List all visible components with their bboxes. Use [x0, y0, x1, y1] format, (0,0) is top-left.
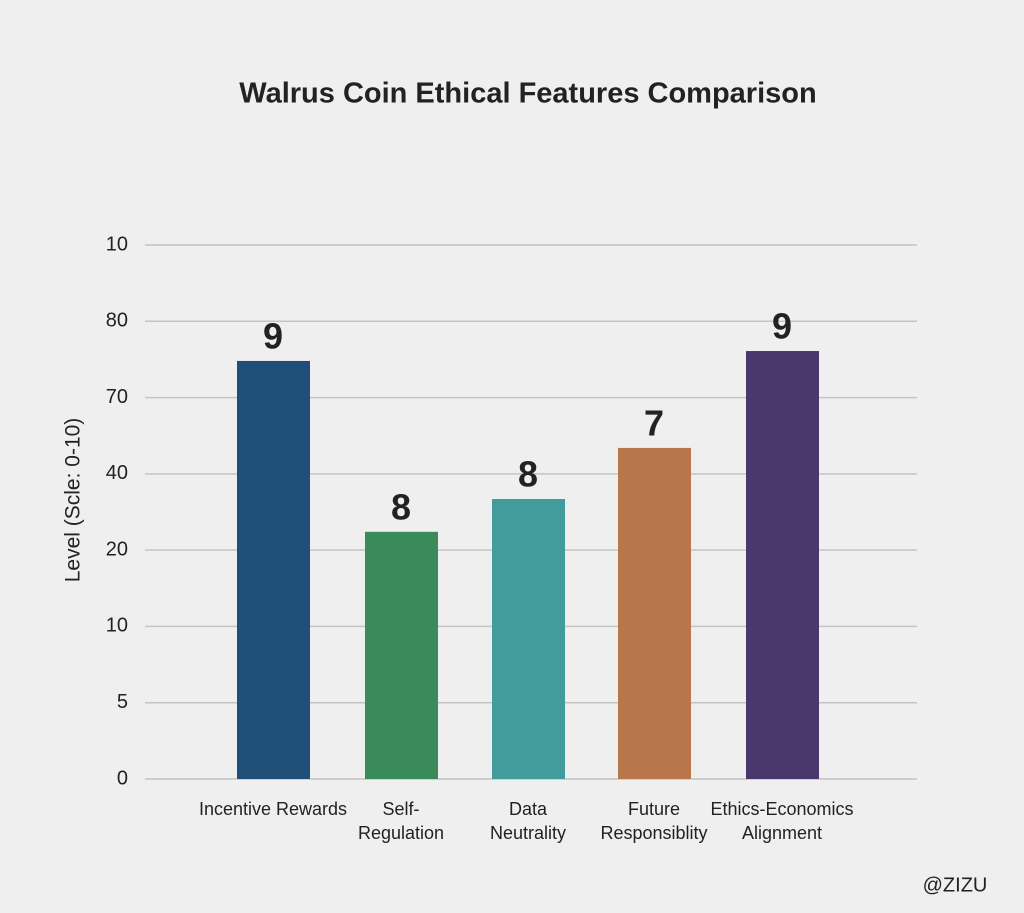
y-tick-label: 70: [106, 386, 128, 408]
bar: [492, 499, 565, 779]
x-tick-label: Ethics-Economics Alignment: [710, 799, 854, 843]
bar-annotation: 8: [391, 486, 411, 527]
chart-title: Walrus Coin Ethical Features Comparison: [239, 78, 816, 110]
bar-annotation: 8: [518, 454, 538, 495]
y-axis-label: Level (Scle: 0-10): [62, 418, 85, 583]
y-tick-label: 10: [106, 615, 128, 637]
y-tick-label: 0: [117, 767, 128, 789]
bar: [237, 360, 310, 779]
y-tick-label: 5: [117, 691, 128, 713]
bar: [365, 531, 438, 779]
bar: [746, 351, 819, 779]
x-tick-label: Data Neutrality: [489, 799, 567, 843]
bar-annotation: 7: [644, 402, 664, 443]
bar-annotation: 9: [772, 306, 792, 347]
y-tick-label: 20: [106, 538, 128, 560]
y-tick-label: 10: [106, 233, 128, 255]
y-tick-label: 80: [106, 310, 128, 332]
bar-annotation: 9: [263, 315, 283, 356]
x-tick-label: Incentive Rewards: [198, 799, 348, 819]
watermark: @ZIZU: [923, 874, 988, 896]
x-tick-label: Self- Regulation: [357, 799, 445, 843]
y-tick-label: 40: [106, 462, 128, 484]
x-tick-label: Future Responsiblity: [600, 799, 708, 843]
bar: [618, 447, 691, 779]
